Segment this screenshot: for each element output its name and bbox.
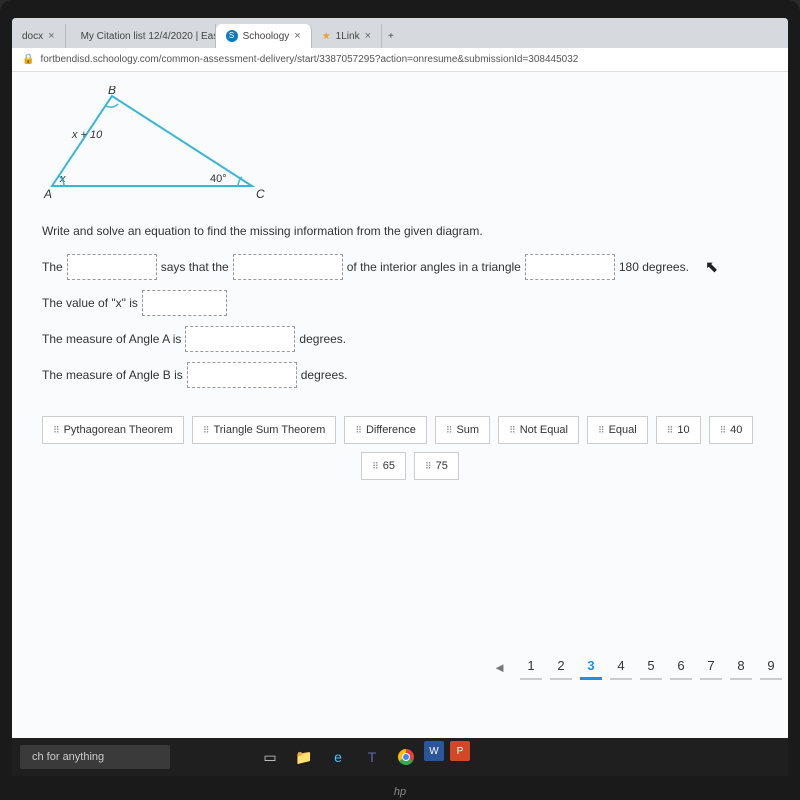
text-fragment: The measure of Angle B is <box>42 368 183 382</box>
teams-icon[interactable]: T <box>356 741 388 773</box>
grip-icon: ⠿ <box>509 425 515 436</box>
grip-icon: ⠿ <box>598 425 604 436</box>
text-fragment: 180 degrees. <box>619 260 689 274</box>
grip-icon: ⠿ <box>203 425 209 436</box>
task-view-icon[interactable]: ▭ <box>254 741 286 773</box>
triangle-diagram: A B C x 40° x + 10 <box>42 86 272 201</box>
grip-icon: ⠿ <box>667 425 673 436</box>
word-bank-tile[interactable]: ⠿Sum <box>435 416 490 444</box>
text-fragment: The measure of Angle A is <box>42 332 181 346</box>
pager-page[interactable]: 9 <box>760 654 782 680</box>
grip-icon: ⠿ <box>53 425 59 436</box>
word-bank-tile[interactable]: ⠿10 <box>656 416 701 444</box>
taskbar-search[interactable]: ch for anything <box>20 745 170 769</box>
browser-tab[interactable]: ★ 1Link × <box>312 24 382 48</box>
star-icon: ★ <box>322 31 331 42</box>
browser-tab-bar: docx × My Citation list 12/4/2020 | Easy… <box>12 18 788 48</box>
svg-text:A: A <box>43 187 52 201</box>
pager-page[interactable]: 3 <box>580 654 602 680</box>
drop-target[interactable] <box>525 254 615 280</box>
chrome-icon[interactable] <box>390 741 422 773</box>
text-fragment: The <box>42 260 63 274</box>
browser-tab[interactable]: docx × <box>12 24 66 48</box>
word-bank-tile[interactable]: ⠿Pythagorean Theorem <box>42 416 184 444</box>
cursor-icon: ⬉ <box>705 257 718 277</box>
drop-target[interactable] <box>142 290 227 316</box>
svg-text:B: B <box>108 86 116 97</box>
schoology-icon: S <box>226 30 238 42</box>
drop-target[interactable] <box>185 326 295 352</box>
question-pager: ◄ 123456789 <box>487 654 782 680</box>
word-bank: ⠿Pythagorean Theorem ⠿Triangle Sum Theore… <box>42 416 788 444</box>
fill-line-2: The value of "x" is <box>42 290 788 316</box>
pager-page[interactable]: 1 <box>520 654 542 680</box>
word-bank-row2: ⠿65 ⠿75 <box>42 452 788 480</box>
close-icon[interactable]: × <box>365 30 371 42</box>
text-fragment: degrees. <box>301 368 348 382</box>
edge-icon[interactable]: e <box>322 741 354 773</box>
grip-icon: ⠿ <box>446 425 452 436</box>
text-fragment: degrees. <box>299 332 346 346</box>
text-fragment: The value of "x" is <box>42 296 138 310</box>
file-explorer-icon[interactable]: 📁 <box>288 741 320 773</box>
pager-page[interactable]: 6 <box>670 654 692 680</box>
screen: docx × My Citation list 12/4/2020 | Easy… <box>12 18 788 738</box>
svg-text:x + 10: x + 10 <box>71 129 103 141</box>
grip-icon: ⠿ <box>372 461 378 472</box>
grip-icon: ⠿ <box>720 425 726 436</box>
pager-page[interactable]: 8 <box>730 654 752 680</box>
pager-page[interactable]: 2 <box>550 654 572 680</box>
word-bank-tile[interactable]: ⠿75 <box>414 452 459 480</box>
word-bank-tile[interactable]: ⠿Not Equal <box>498 416 579 444</box>
lock-icon: 🔒 <box>22 54 34 65</box>
close-icon[interactable]: × <box>48 30 54 42</box>
tab-label: docx <box>22 31 43 42</box>
close-icon[interactable]: × <box>294 30 300 42</box>
word-bank-tile[interactable]: ⠿Difference <box>344 416 427 444</box>
tab-label: My Citation list 12/4/2020 | EasyB <box>81 31 216 42</box>
page-content: A B C x 40° x + 10 Write and solve an eq… <box>12 72 788 738</box>
powerpoint-icon[interactable]: P <box>450 741 470 761</box>
laptop-frame: docx × My Citation list 12/4/2020 | Easy… <box>0 0 800 800</box>
taskbar-icons: ▭ 📁 e T W P <box>254 741 470 773</box>
tab-label: Schoology <box>243 31 290 42</box>
laptop-logo: hp <box>394 786 406 798</box>
text-fragment: of the interior angles in a triangle <box>347 260 521 274</box>
drop-target[interactable] <box>187 362 297 388</box>
word-bank-tile[interactable]: ⠿65 <box>361 452 406 480</box>
grip-icon: ⠿ <box>425 461 431 472</box>
fill-line-1: The says that the of the interior angles… <box>42 254 788 280</box>
browser-tab-active[interactable]: S Schoology × <box>216 24 312 48</box>
word-bank-tile[interactable]: ⠿Equal <box>587 416 648 444</box>
drop-target[interactable] <box>233 254 343 280</box>
url-text: fortbendisd.schoology.com/common-assessm… <box>40 54 578 65</box>
word-bank-tile[interactable]: ⠿40 <box>709 416 754 444</box>
pager-page[interactable]: 5 <box>640 654 662 680</box>
pager-prev[interactable]: ◄ <box>487 660 512 675</box>
tab-label: 1Link <box>336 31 360 42</box>
word-bank-tile[interactable]: ⠿Triangle Sum Theorem <box>192 416 336 444</box>
browser-tab[interactable]: My Citation list 12/4/2020 | EasyB × <box>66 24 216 48</box>
pager-page[interactable]: 4 <box>610 654 632 680</box>
pager-page[interactable]: 7 <box>700 654 722 680</box>
drop-target[interactable] <box>67 254 157 280</box>
fill-line-3: The measure of Angle A is degrees. <box>42 326 788 352</box>
svg-text:40°: 40° <box>210 173 227 185</box>
new-tab-button[interactable]: + <box>382 25 400 48</box>
word-icon[interactable]: W <box>424 741 444 761</box>
grip-icon: ⠿ <box>355 425 361 436</box>
windows-taskbar: ch for anything ▭ 📁 e T W P <box>12 738 788 776</box>
url-bar[interactable]: 🔒 fortbendisd.schoology.com/common-asses… <box>12 48 788 72</box>
svg-text:C: C <box>256 187 265 201</box>
text-fragment: says that the <box>161 260 229 274</box>
fill-line-4: The measure of Angle B is degrees. <box>42 362 788 388</box>
instruction-text: Write and solve an equation to find the … <box>42 224 788 238</box>
